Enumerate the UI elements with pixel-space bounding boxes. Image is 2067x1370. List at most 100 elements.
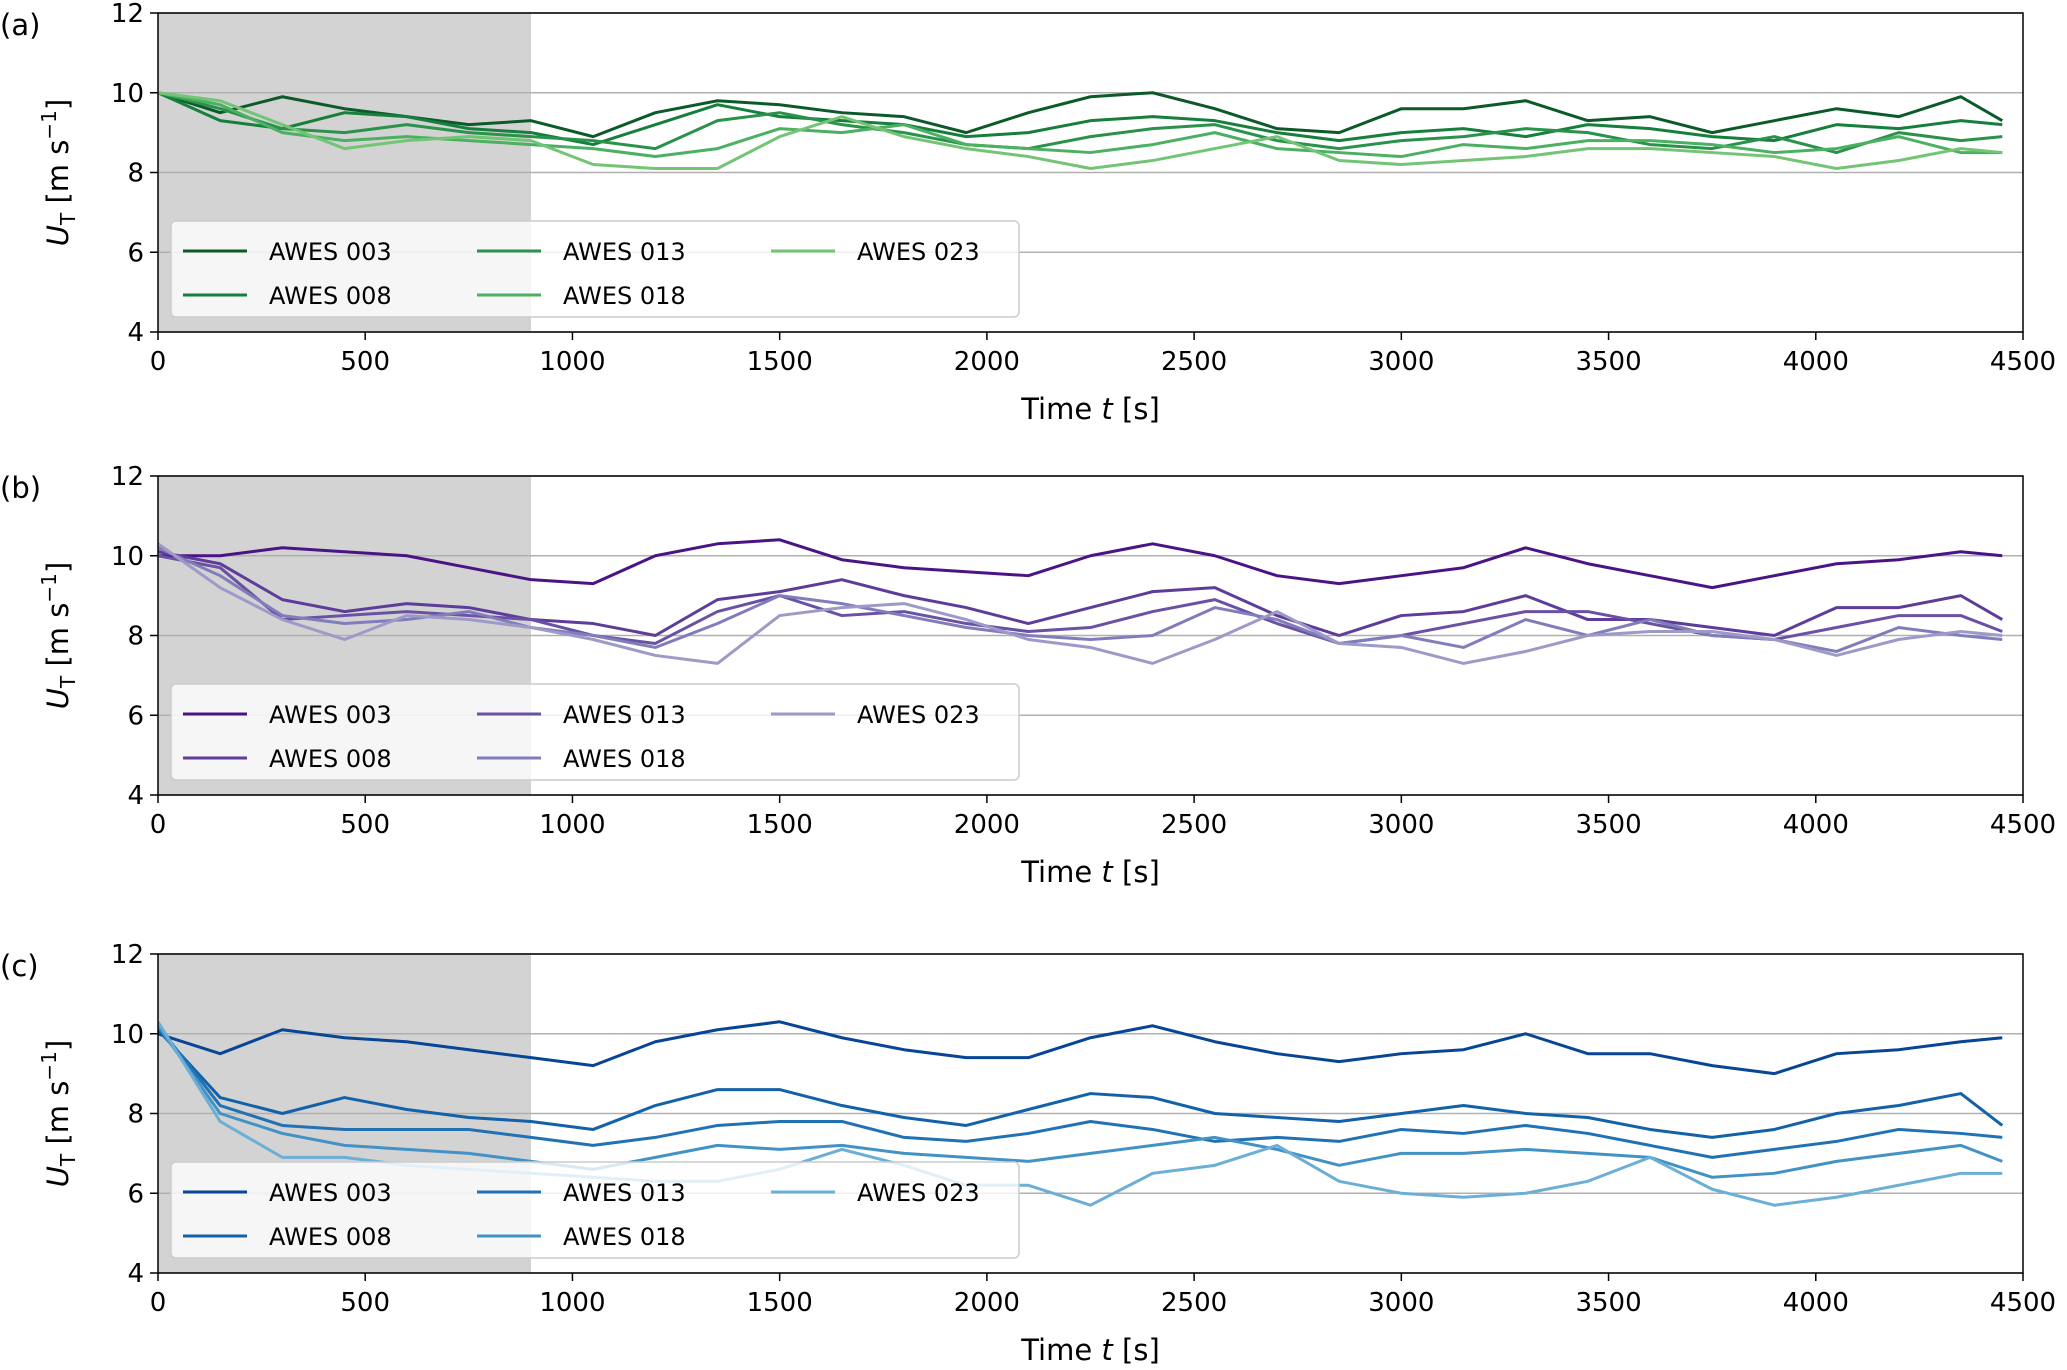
x-axis-label-part: Time [1020,392,1101,426]
legend-label: AWES 008 [269,282,392,310]
y-axis-label-part: U [41,688,75,709]
y-axis-label-part: [m s [41,603,75,676]
series-line [158,91,2003,159]
panel-label: (c) [0,949,39,983]
x-tick-label: 4000 [1783,1288,1849,1318]
panel: 4 6 8 10 12 0 500 1000 1500 2000 2500 3000 3500 4000 4… [0,462,2056,889]
y-axis-label-part: −1 [37,110,61,139]
x-tick-label: 3000 [1368,1288,1434,1318]
x-tick-label: 4500 [1990,1288,2056,1318]
y-tick-label: 8 [127,622,144,652]
y-tick-label: 4 [127,781,144,811]
legend-box [170,1161,1020,1259]
y-tick-label: 12 [111,0,144,29]
x-tick-label: 1000 [539,810,605,840]
series-line [158,91,2003,155]
x-axis-label-part: Time [1020,1333,1101,1367]
legend-label: AWES 003 [269,701,392,729]
y-axis-label-part: −1 [37,573,61,602]
y-axis-label-part: T [56,675,80,689]
x-axis-label: Time t [s] [1020,855,1160,889]
panel: 4 6 8 10 12 0 500 1000 1500 2000 2500 3000 3500 4000 4… [0,940,2056,1367]
series-line [158,550,2004,637]
x-tick-label: 0 [150,1288,167,1318]
y-axis-label-part: U [41,225,75,246]
series-line [158,1028,2004,1139]
x-tick-label: 500 [340,810,390,840]
x-tick-label: 2500 [1161,810,1227,840]
y-axis-label: UT [m s−1] [37,99,80,246]
y-tick-label: 8 [127,1100,144,1130]
legend-label: AWES 018 [563,1223,686,1251]
x-axis-label: Time t [s] [1020,392,1160,426]
x-tick-label: 1500 [747,1288,813,1318]
legend-label: AWES 018 [563,745,686,773]
y-tick-label: 10 [111,542,144,572]
x-tick-label: 3500 [1575,1288,1641,1318]
series-line [158,1024,2003,1159]
legend: AWES 003 AWES 008 AWES 013 AWES 018 AWES 023 [170,1161,1020,1259]
x-axis-label-part: [s] [1113,1333,1160,1367]
y-tick-label: 10 [111,1020,144,1050]
legend-label: AWES 008 [269,745,392,773]
y-tick-label: 6 [127,238,144,268]
y-axis-label: UT [m s−1] [37,562,80,709]
legend-label: AWES 018 [563,282,686,310]
y-tick-label: 8 [127,159,144,189]
x-tick-label: 4000 [1783,347,1849,377]
y-axis-label-part: T [56,212,80,226]
y-axis-label-part: [m s [41,140,75,213]
x-tick-label: 500 [340,1288,390,1318]
x-axis-label-part: [s] [1113,855,1160,889]
x-axis-label-part: t [1101,855,1114,889]
plot-frame [157,953,2024,1274]
y-tick-label: 10 [111,79,144,109]
legend-label: AWES 023 [857,238,980,266]
y-tick-label: 6 [127,1179,144,1209]
legend: AWES 003 AWES 008 AWES 013 AWES 018 AWES 023 [170,683,1020,781]
y-axis-label-part: ] [41,99,75,110]
x-tick-label: 4000 [1783,810,1849,840]
x-tick-label: 2000 [954,810,1020,840]
legend-label: AWES 003 [269,238,392,266]
x-tick-label: 1500 [747,347,813,377]
legend: AWES 003 AWES 008 AWES 013 AWES 018 AWES 023 [170,220,1020,318]
x-tick-label: 2000 [954,347,1020,377]
series-line [158,1020,2003,1076]
series-line [158,542,2003,665]
y-tick-label: 6 [127,701,144,731]
x-tick-label: 3500 [1575,347,1641,377]
y-tick-label: 4 [127,1259,144,1289]
y-axis-label-part: ] [41,562,75,573]
x-axis-label-part: [s] [1113,392,1160,426]
x-axis-label-part: t [1101,392,1114,426]
panel: 4 6 8 10 12 0 500 1000 1500 2000 2500 3000 3500 4000 4… [0,0,2056,426]
legend-label: AWES 003 [269,1179,392,1207]
legend-label: AWES 023 [857,701,980,729]
legend-label: AWES 008 [269,1223,392,1251]
legend-label: AWES 013 [563,701,686,729]
y-axis-label-part: −1 [37,1051,61,1080]
x-tick-label: 500 [340,347,390,377]
x-tick-label: 2500 [1161,1288,1227,1318]
y-tick-label: 12 [111,940,144,970]
x-tick-label: 0 [150,810,167,840]
x-tick-label: 3000 [1368,347,1434,377]
series-line [158,91,2004,139]
x-tick-label: 2500 [1161,347,1227,377]
legend-label: AWES 013 [563,1179,686,1207]
x-tick-label: 1500 [747,810,813,840]
x-tick-label: 4500 [1990,347,2056,377]
x-tick-label: 1000 [539,347,605,377]
y-axis-label-part: T [56,1153,80,1167]
x-axis-label: Time t [s] [1020,1333,1160,1367]
y-tick-label: 4 [127,318,144,348]
series-line [158,538,2003,590]
y-axis-label-part: [m s [41,1081,75,1154]
legend-label: AWES 013 [563,238,686,266]
y-axis-label-part: ] [41,1040,75,1051]
plot-frame [157,12,2024,333]
series-line [158,1024,2003,1179]
